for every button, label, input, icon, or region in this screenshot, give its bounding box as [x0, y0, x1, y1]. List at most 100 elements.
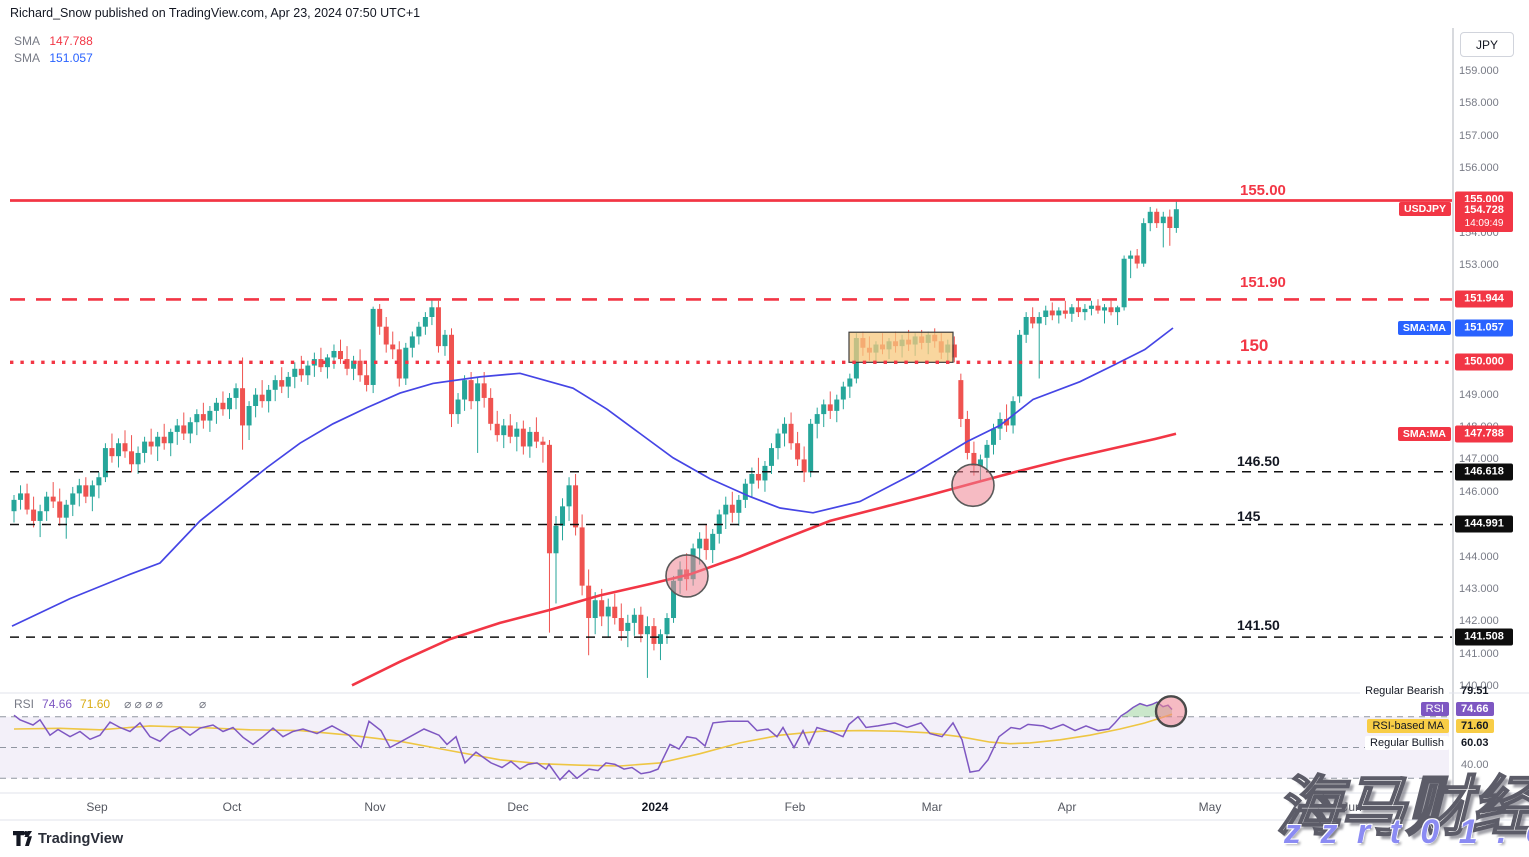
candle-body — [494, 423, 500, 436]
candle-body — [37, 511, 43, 521]
candle-body — [213, 402, 219, 411]
candle-body — [592, 600, 598, 619]
candle-body — [723, 504, 729, 515]
candle-body — [814, 414, 820, 424]
candle-body — [324, 357, 330, 368]
candle-body — [76, 485, 82, 494]
candle-body — [481, 383, 487, 398]
candle-body — [272, 380, 278, 390]
candle-body — [1102, 307, 1108, 311]
sma-fast-value: 151.057 — [49, 51, 93, 65]
candle-body — [11, 499, 17, 512]
candle-body — [18, 493, 24, 500]
candle-body — [89, 485, 95, 497]
candle-body — [344, 359, 350, 369]
candle-body — [351, 360, 357, 369]
candle-body — [57, 501, 63, 518]
candle-body — [560, 506, 566, 526]
rsi-based-ma-line — [13, 713, 1173, 767]
candle-body — [396, 349, 402, 379]
candle-body — [161, 436, 167, 444]
candle-body — [1141, 223, 1147, 264]
candle-body — [181, 425, 187, 434]
candle-body — [259, 394, 265, 402]
candle-body — [449, 334, 455, 415]
candle-body — [155, 436, 161, 447]
candle-body — [808, 423, 814, 473]
tradingview-logo[interactable]: TradingView — [13, 830, 123, 847]
candle-body — [279, 380, 285, 387]
candle-body — [233, 388, 239, 398]
sma-slow-value: 147.788 — [49, 34, 93, 48]
rsi-ma-legend-value: 71.60 — [80, 697, 111, 711]
candle-body — [24, 493, 30, 510]
candle-body — [285, 376, 291, 387]
watermark-chinese: 海马财经 — [1275, 769, 1529, 844]
candle-body — [1108, 307, 1114, 313]
candle-body — [631, 614, 637, 623]
candle-body — [409, 336, 415, 348]
candle-body — [370, 308, 376, 385]
rsi-circle-annotation[interactable] — [1154, 695, 1188, 728]
candle-body — [1173, 209, 1179, 228]
candle-body — [782, 423, 788, 434]
candle-body — [977, 459, 983, 466]
candle-body — [462, 380, 468, 400]
candle-body — [1128, 255, 1134, 259]
candle-body — [742, 483, 748, 500]
candle-body — [768, 448, 774, 466]
candle-body — [1010, 401, 1016, 426]
candle-body — [729, 504, 735, 513]
candle-body — [546, 444, 552, 554]
candle-body — [664, 618, 670, 635]
candle-body — [318, 359, 324, 368]
sma-slow-line — [351, 432, 1177, 687]
candle-body — [625, 622, 631, 631]
candle-body — [533, 431, 539, 442]
candle-body — [1043, 310, 1049, 317]
candle-body — [1095, 305, 1101, 311]
candle-body — [618, 618, 624, 631]
candle-body — [1056, 310, 1062, 316]
candle-body — [168, 431, 174, 444]
candle-body — [240, 388, 246, 426]
rsi-hidden-plot-icon: ⌀ — [198, 697, 207, 711]
candle-body — [194, 414, 200, 423]
sma-fast-legend-row: SMA 151.057 — [14, 50, 93, 67]
candle-body — [63, 504, 69, 518]
candle-body — [775, 433, 781, 449]
candle-body — [1062, 310, 1068, 314]
candle-body — [612, 606, 618, 619]
price-circle-annotation[interactable] — [665, 554, 709, 598]
candle-body — [364, 375, 370, 385]
candle-body — [135, 452, 141, 465]
candle-body — [788, 423, 794, 444]
rsi-legend-value: 74.66 — [42, 697, 73, 711]
candle-body — [827, 404, 833, 411]
candle-body — [671, 580, 677, 619]
candle-body — [573, 485, 579, 528]
candle-body — [1017, 334, 1023, 397]
candle-body — [520, 428, 526, 447]
candle-body — [390, 344, 396, 350]
rsi-legend-name: RSI — [14, 697, 35, 711]
candle-body — [1069, 307, 1075, 314]
candle-body — [1049, 310, 1055, 316]
candle-body — [964, 418, 970, 453]
candle-body — [1134, 255, 1140, 264]
consolidation-box[interactable] — [848, 331, 954, 363]
sma-legend: SMA 147.788 SMA 151.057 — [14, 33, 93, 67]
candle-body — [357, 360, 363, 376]
candle-body — [442, 334, 448, 347]
candle-body — [226, 397, 232, 410]
candle-body — [991, 428, 996, 445]
candle-body — [638, 614, 644, 635]
currency-toggle-button[interactable]: JPY — [1460, 32, 1514, 57]
candle-body — [416, 326, 422, 337]
candle-body — [997, 418, 1003, 429]
candle-body — [96, 477, 102, 486]
candle-body — [298, 368, 304, 376]
price-circle-annotation[interactable] — [951, 463, 995, 508]
candle-body — [1030, 316, 1036, 324]
